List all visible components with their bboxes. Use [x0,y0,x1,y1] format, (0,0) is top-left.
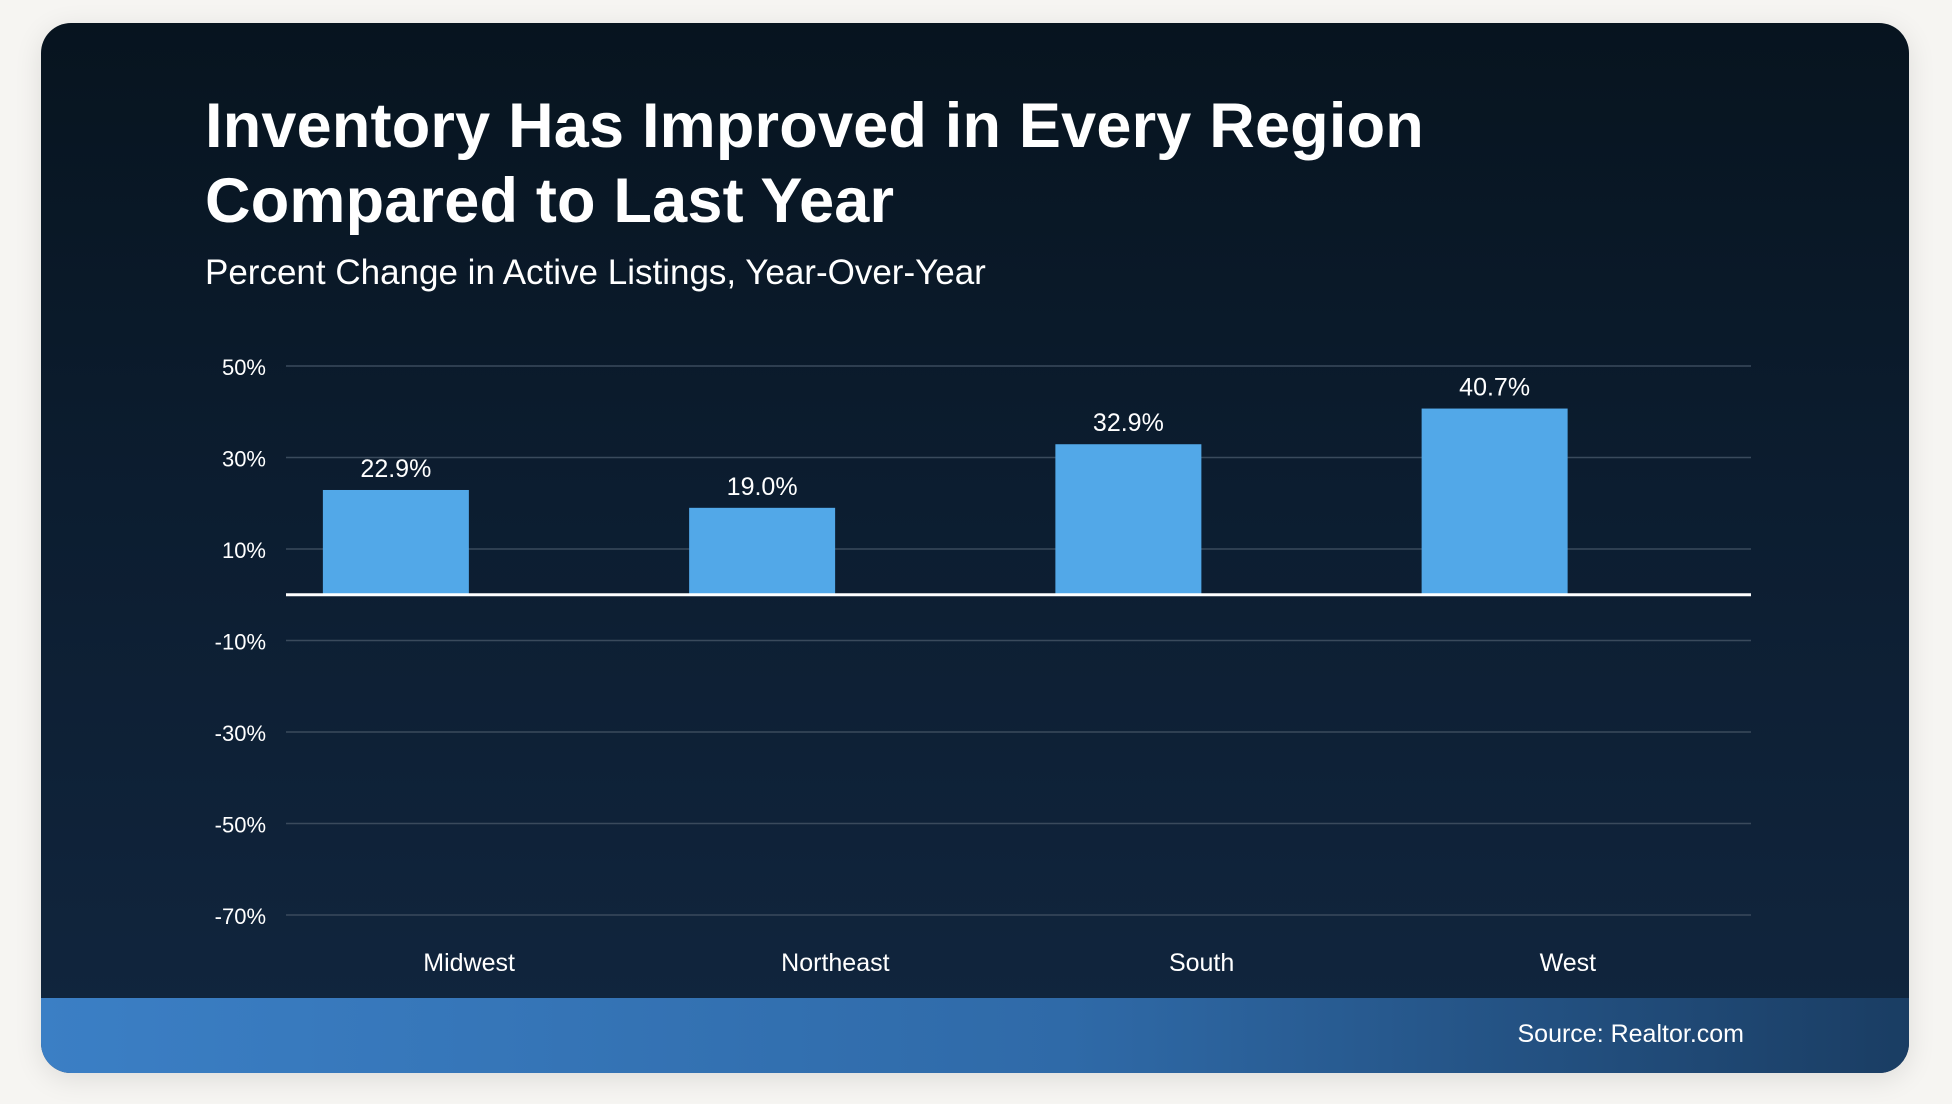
data-label: 32.9% [1093,409,1164,437]
x-tick-label: South [1169,949,1234,977]
chart-card: Inventory Has Improved in Every Region C… [41,23,1909,1073]
y-tick-label: 50% [222,355,266,380]
y-tick-label: -10% [215,630,266,655]
footer-bar: Source: Realtor.com [41,998,1909,1073]
bar-northeast [689,507,836,595]
page-title: Inventory Has Improved in Every Region C… [205,89,1424,239]
title-line-2: Compared to Last Year [205,166,895,236]
bar-midwest [322,489,469,595]
data-label: 40.7% [1459,374,1530,402]
chart-subtitle: Percent Change in Active Listings, Year-… [205,253,986,292]
y-tick-label: -50% [215,813,266,838]
y-tick-label: 30% [222,447,266,472]
y-tick-label: -30% [215,721,266,746]
x-tick-label: Northeast [781,949,889,977]
bar-south [1055,444,1202,595]
data-label: 19.0% [727,473,798,501]
bar-west [1421,408,1568,595]
bar-chart: 50% 30% 10% -10% -30% -50% -70% 22.9% Midwest 19.… [215,355,1751,977]
y-tick-label: -70% [215,904,266,929]
source-label: Source: Realtor.com [1517,1020,1745,1048]
data-label: 22.9% [360,455,431,483]
x-tick-label: Midwest [423,949,515,977]
y-tick-label: 10% [222,538,266,563]
x-tick-label: West [1540,949,1597,977]
title-line-1: Inventory Has Improved in Every Region [205,91,1424,161]
